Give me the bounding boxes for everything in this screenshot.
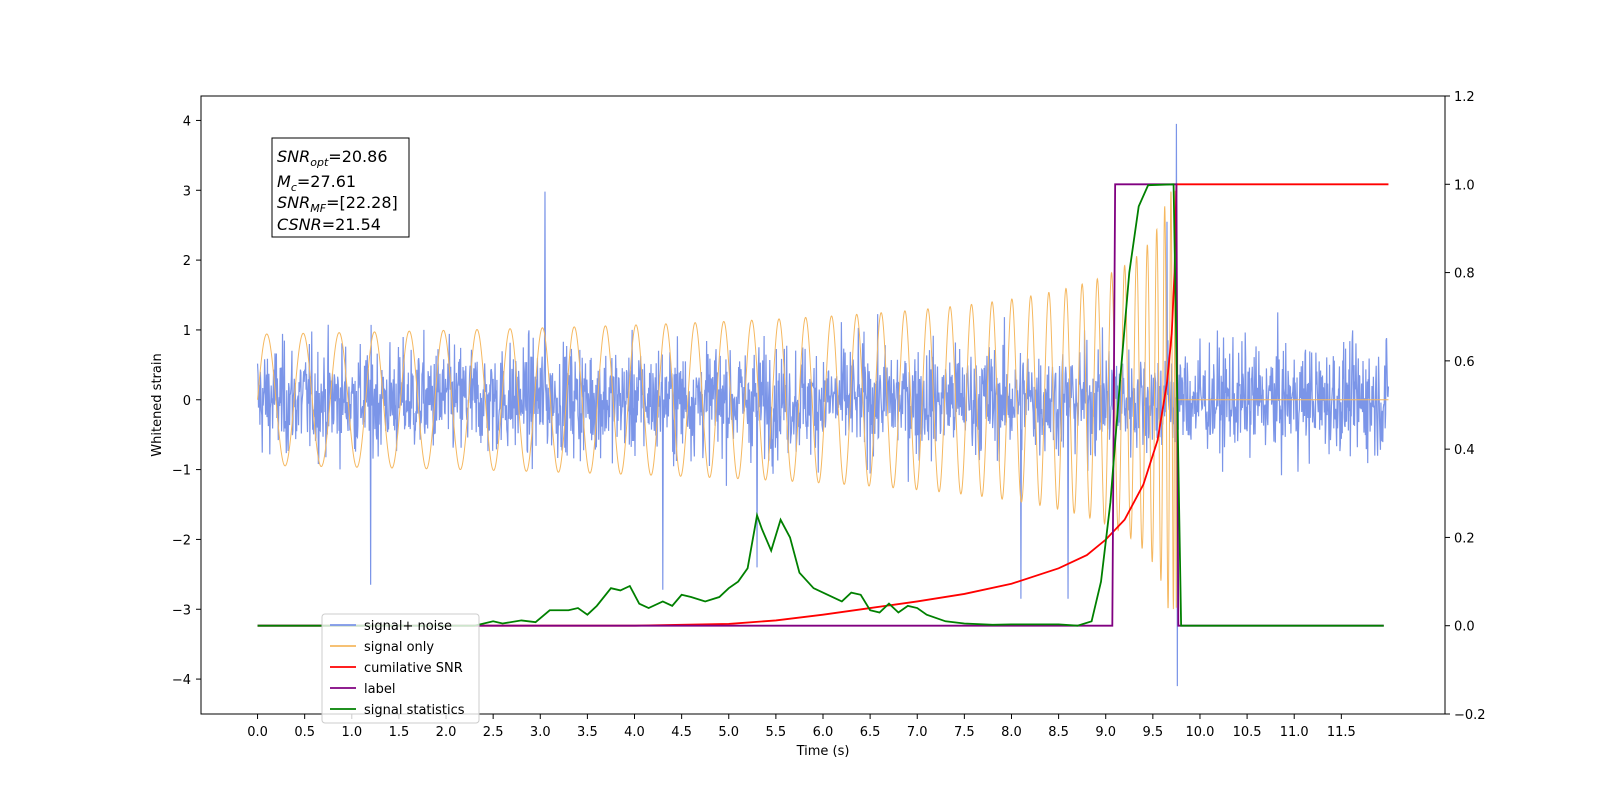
x-tick-label: 6.0 — [813, 725, 834, 740]
annotation-snr-opt: SNRopt=20.86 — [277, 147, 388, 169]
x-tick-label: 3.5 — [577, 725, 598, 740]
legend-label: cumilative SNR — [364, 661, 463, 676]
x-tick-label: 9.5 — [1143, 725, 1164, 740]
y-right-tick-label: 0.8 — [1454, 267, 1475, 282]
y-left-tick-label: −1 — [172, 464, 191, 479]
annotation-csnr: CSNR=21.54 — [277, 215, 381, 234]
x-tick-label: 2.5 — [483, 725, 504, 740]
y-left-tick-label: 1 — [183, 324, 191, 339]
annotation-snr-mf: SNRMF=[22.28] — [277, 193, 398, 215]
x-tick-label: 5.5 — [766, 725, 787, 740]
y-left-tick-label: −2 — [172, 533, 191, 548]
y-right-tick-label: −0.2 — [1454, 708, 1486, 723]
legend-label: label — [364, 682, 395, 697]
y-right-tick-label: 0.0 — [1454, 620, 1475, 635]
y-left-tick-label: −4 — [172, 673, 191, 688]
series-signal-only — [257, 190, 1389, 610]
annotation-chirp-mass: Mc=27.61 — [277, 172, 356, 194]
y-right-tick-label: 0.2 — [1454, 531, 1475, 546]
x-tick-label: 8.5 — [1048, 725, 1069, 740]
y-left-tick-label: 3 — [183, 184, 191, 199]
x-tick-label: 10.5 — [1233, 725, 1262, 740]
x-tick-label: 10.0 — [1185, 725, 1214, 740]
legend-label: signal statistics — [364, 703, 465, 718]
y-right-tick-label: 1.2 — [1454, 90, 1475, 105]
series-signal-statistics — [257, 183, 1384, 627]
y-axis-label-left: Whitened strain — [150, 353, 165, 456]
y-left-tick-label: 4 — [183, 114, 191, 129]
y-left-tick-label: 2 — [183, 254, 191, 269]
legend-label: signal+ noise — [364, 619, 452, 634]
x-axis: 0.0 0.5 1.0 1.5 2.0 2.5 3.0 3.5 4.0 4.5 5.0 5.5 6.0 6… — [247, 714, 1356, 740]
plot-series — [256, 123, 1390, 687]
x-tick-label: 9.0 — [1095, 725, 1116, 740]
annotation-box: SNRopt=20.86 Mc=27.61 SNRMF=[22.28] CSNR… — [271, 137, 410, 238]
x-tick-label: 8.0 — [1001, 725, 1022, 740]
x-tick-label: 2.0 — [436, 725, 457, 740]
x-tick-label: 1.0 — [341, 725, 362, 740]
y-axis-left: 4 3 2 1 0 −1 −2 −3 −4 — [172, 114, 201, 688]
y-right-tick-label: 0.4 — [1454, 443, 1475, 458]
series-cumilative-snr — [257, 183, 1389, 627]
y-right-tick-label: 1.0 — [1454, 178, 1475, 193]
x-tick-label: 11.5 — [1327, 725, 1356, 740]
x-tick-label: 6.5 — [860, 725, 881, 740]
y-left-tick-label: −3 — [172, 603, 191, 618]
y-axis-right: 1.2 1.0 0.8 0.6 0.4 0.2 0.0 −0.2 — [1445, 90, 1486, 723]
legend-label: signal only — [364, 640, 434, 655]
x-tick-label: 3.0 — [530, 725, 551, 740]
x-tick-label: 11.0 — [1280, 725, 1309, 740]
x-axis-label: Time (s) — [796, 744, 850, 759]
x-tick-label: 1.5 — [389, 725, 410, 740]
x-tick-label: 7.0 — [907, 725, 928, 740]
x-tick-label: 5.0 — [718, 725, 739, 740]
x-tick-label: 0.0 — [247, 725, 268, 740]
y-right-tick-label: 0.6 — [1454, 355, 1475, 370]
x-tick-label: 4.5 — [671, 725, 692, 740]
y-left-tick-label: 0 — [183, 394, 191, 409]
x-tick-label: 0.5 — [294, 725, 315, 740]
legend: signal+ noise signal only cumilative SNR la… — [321, 613, 480, 724]
x-tick-label: 4.0 — [624, 725, 645, 740]
x-tick-label: 7.5 — [954, 725, 975, 740]
